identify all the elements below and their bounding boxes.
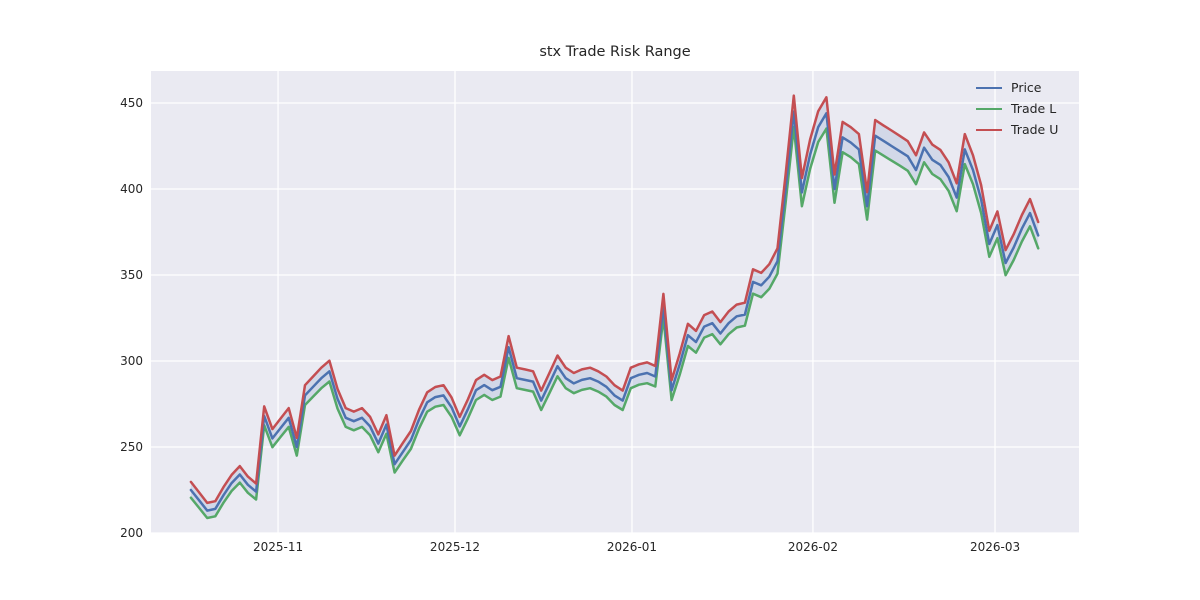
x-tick-label: 2025-12 [429, 540, 481, 554]
y-tick-label: 400 [120, 181, 143, 196]
series-line-trade-u [189, 94, 1040, 505]
x-tick-label: 2026-02 [787, 540, 839, 554]
x-tick-label: 2025-11 [252, 540, 304, 554]
legend-item-price: Price [976, 81, 1058, 95]
x-tick-label: 2026-01 [606, 540, 658, 554]
y-tick-label: 300 [120, 353, 143, 368]
legend-label: Trade U [1011, 122, 1059, 137]
chart-title: stx Trade Risk Range [539, 44, 691, 60]
y-tick-label: 450 [120, 95, 143, 110]
legend-line-swatch [976, 129, 1002, 131]
legend-item-trade-u: Trade U [976, 123, 1058, 137]
legend-item-trade-l: Trade L [976, 102, 1058, 116]
series-line-trade-l [189, 125, 1040, 520]
legend: Price Trade L Trade U [976, 81, 1058, 137]
y-tick-label: 250 [120, 439, 143, 454]
legend-line-swatch [976, 108, 1002, 110]
legend-line-swatch [976, 87, 1002, 89]
plot-background [151, 71, 1079, 533]
y-tick-label: 200 [120, 526, 143, 540]
y-tick-label: 350 [120, 267, 143, 282]
legend-label: Trade L [1011, 101, 1057, 116]
x-tick-label: 2026-03 [969, 540, 1021, 554]
series-line-price [189, 110, 1040, 512]
legend-label: Price [1011, 80, 1042, 95]
